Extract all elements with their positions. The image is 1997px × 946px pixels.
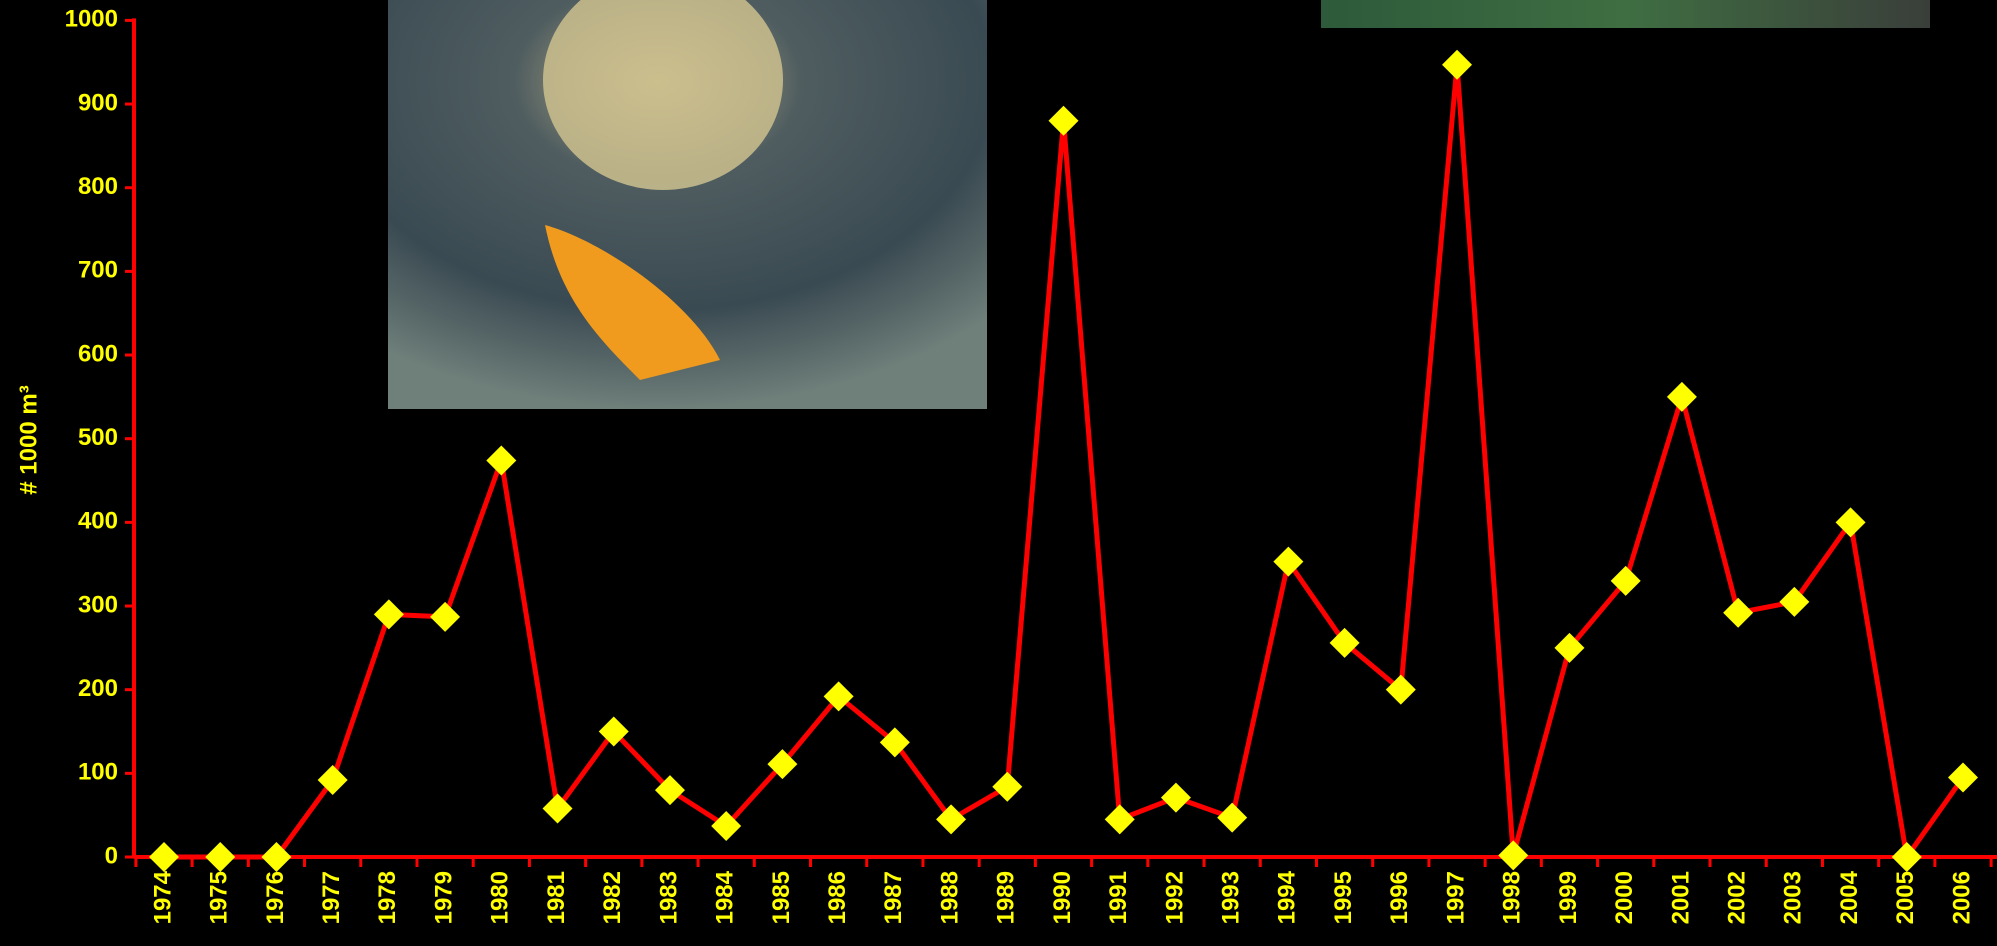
marker — [1385, 674, 1416, 705]
x-tick-label: 2002 — [1723, 871, 1750, 924]
marker — [711, 811, 742, 842]
x-tick-label: 1978 — [374, 871, 401, 924]
marker — [430, 601, 461, 632]
marker — [1498, 840, 1529, 871]
x-tick-label: 1975 — [206, 871, 233, 924]
x-tick-label: 1984 — [712, 870, 739, 924]
x-tick-label: 1980 — [487, 871, 514, 924]
y-tick-label: 400 — [78, 508, 118, 535]
x-tick-label: 2005 — [1892, 871, 1919, 924]
marker — [1723, 597, 1754, 628]
x-tick-label: 1998 — [1499, 871, 1526, 924]
x-tick-label: 1992 — [1161, 871, 1188, 924]
y-tick-label: 500 — [78, 424, 118, 451]
x-tick-label: 1983 — [655, 871, 682, 924]
x-tick-label: 2004 — [1836, 870, 1863, 924]
x-tick-label: 2001 — [1667, 871, 1694, 924]
marker — [149, 842, 179, 872]
x-tick-label: 1999 — [1555, 871, 1582, 924]
x-tick-label: 1988 — [936, 871, 963, 924]
y-tick-label: 100 — [78, 759, 118, 786]
x-tick-label: 1981 — [543, 871, 570, 924]
y-tick-label: 300 — [78, 591, 118, 618]
x-tick-label: 1985 — [768, 871, 795, 924]
x-tick-label: 1993 — [1218, 871, 1245, 924]
marker — [1329, 627, 1360, 658]
y-tick-label: 600 — [78, 340, 118, 367]
y-axis-label: # 1000 m³ — [15, 385, 42, 494]
marker — [1779, 586, 1810, 617]
marker — [879, 727, 910, 758]
marker — [1273, 546, 1304, 577]
x-tick-label: 1994 — [1274, 870, 1301, 924]
marker — [1160, 782, 1191, 813]
marker — [1666, 381, 1697, 412]
y-tick-label: 900 — [78, 89, 118, 116]
marker — [936, 804, 967, 835]
y-tick-label: 700 — [78, 257, 118, 284]
marker — [542, 793, 573, 824]
marker — [1554, 632, 1585, 663]
x-tick-label: 1986 — [824, 871, 851, 924]
marker — [317, 765, 348, 796]
marker — [654, 775, 685, 806]
marker — [1048, 105, 1079, 136]
y-tick-label: 200 — [78, 675, 118, 702]
x-tick-label: 1987 — [880, 871, 907, 924]
x-tick-label: 2006 — [1948, 871, 1975, 924]
photo-detail — [543, 0, 783, 190]
marker — [1610, 565, 1641, 596]
y-tick-label: 800 — [78, 173, 118, 200]
x-tick-label: 1996 — [1386, 871, 1413, 924]
x-tick-label: 1976 — [262, 871, 289, 924]
marker — [1835, 507, 1866, 538]
y-tick-label: 1000 — [65, 6, 118, 33]
marker — [1217, 802, 1248, 833]
marker — [1891, 842, 1922, 872]
marker — [1442, 49, 1473, 80]
marker — [1948, 762, 1978, 793]
x-tick-label: 1989 — [993, 871, 1020, 924]
photo-fish — [545, 225, 720, 380]
marker — [1104, 804, 1135, 835]
y-tick-label: 0 — [105, 842, 118, 869]
marker — [823, 681, 854, 712]
x-tick-label: 1982 — [599, 871, 626, 924]
marker — [261, 842, 292, 872]
photo — [1321, 0, 1930, 28]
marker — [767, 749, 798, 780]
marker — [205, 842, 236, 872]
marker — [992, 771, 1023, 802]
x-tick-label: 1977 — [318, 871, 345, 924]
x-tick-label: 1997 — [1442, 871, 1469, 924]
x-tick-label: 2000 — [1611, 871, 1638, 924]
x-tick-label: 1979 — [430, 871, 457, 924]
x-tick-label: 1974 — [149, 870, 176, 924]
x-tick-label: 2003 — [1780, 871, 1807, 924]
x-tick-label: 1990 — [1049, 871, 1076, 924]
x-tick-label: 1995 — [1330, 871, 1357, 924]
x-tick-label: 1991 — [1105, 871, 1132, 924]
marker — [373, 599, 404, 630]
marker — [598, 716, 629, 747]
marker — [486, 445, 517, 476]
